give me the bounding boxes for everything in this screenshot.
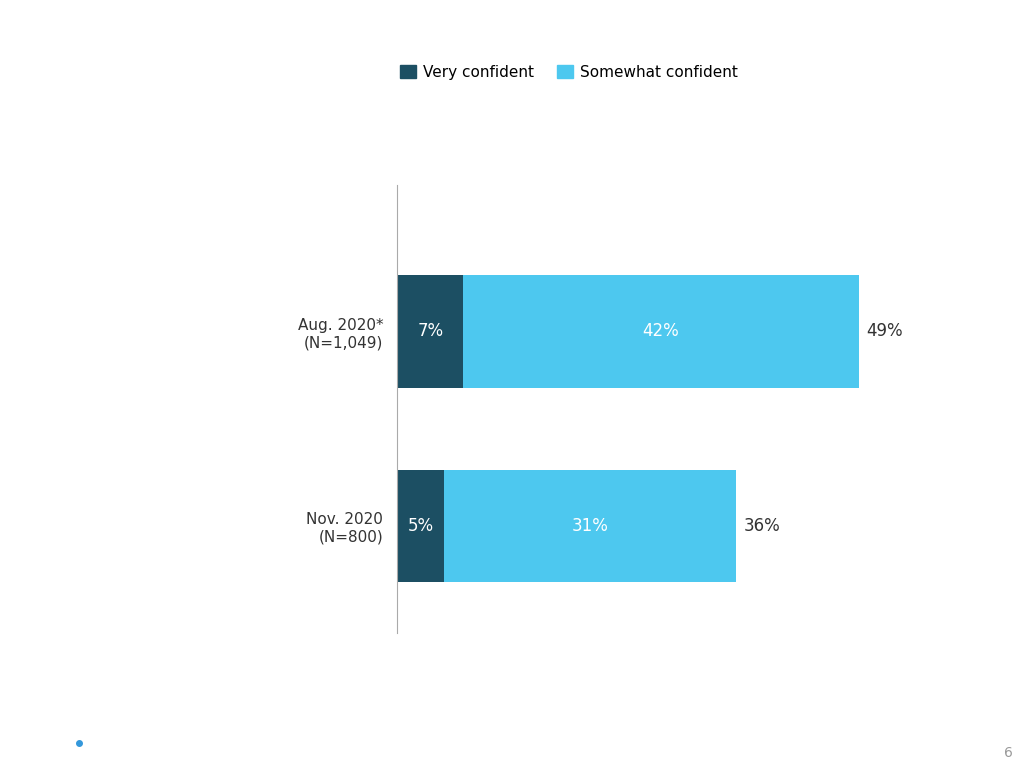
Text: 5%: 5% [408, 517, 434, 535]
Text: 36%: 36% [744, 517, 781, 535]
Text: 31%: 31% [572, 517, 609, 535]
Text: ONLY ONE-THIRD
NOW CONFIDENT
A LOVED ONE
WOULD RECEIVE
ADEQUATE
ATTENTION IN
LON: ONLY ONE-THIRD NOW CONFIDENT A LOVED ONE… [27, 27, 221, 200]
Text: 42%: 42% [642, 322, 679, 340]
Bar [463, 275, 859, 388]
Text: 49%: 49% [866, 322, 903, 340]
Text: PROBE: PROBE [27, 715, 83, 730]
Text: Q4. “If you were considering placing a loved one into a long-term care facility : Q4. “If you were considering placing a l… [27, 421, 1023, 431]
Text: 7%: 7% [417, 322, 443, 340]
Text: 6: 6 [1004, 747, 1013, 760]
Text: RESEARCH INC.: RESEARCH INC. [127, 715, 244, 730]
Text: Base: All respondents
*DK/NA results removed: Base: All respondents *DK/NA results rem… [27, 668, 170, 699]
Bar [444, 469, 737, 582]
Legend: Very confident, Somewhat confident: Very confident, Somewhat confident [394, 59, 744, 86]
Bar [397, 469, 444, 582]
Bar [397, 275, 463, 388]
